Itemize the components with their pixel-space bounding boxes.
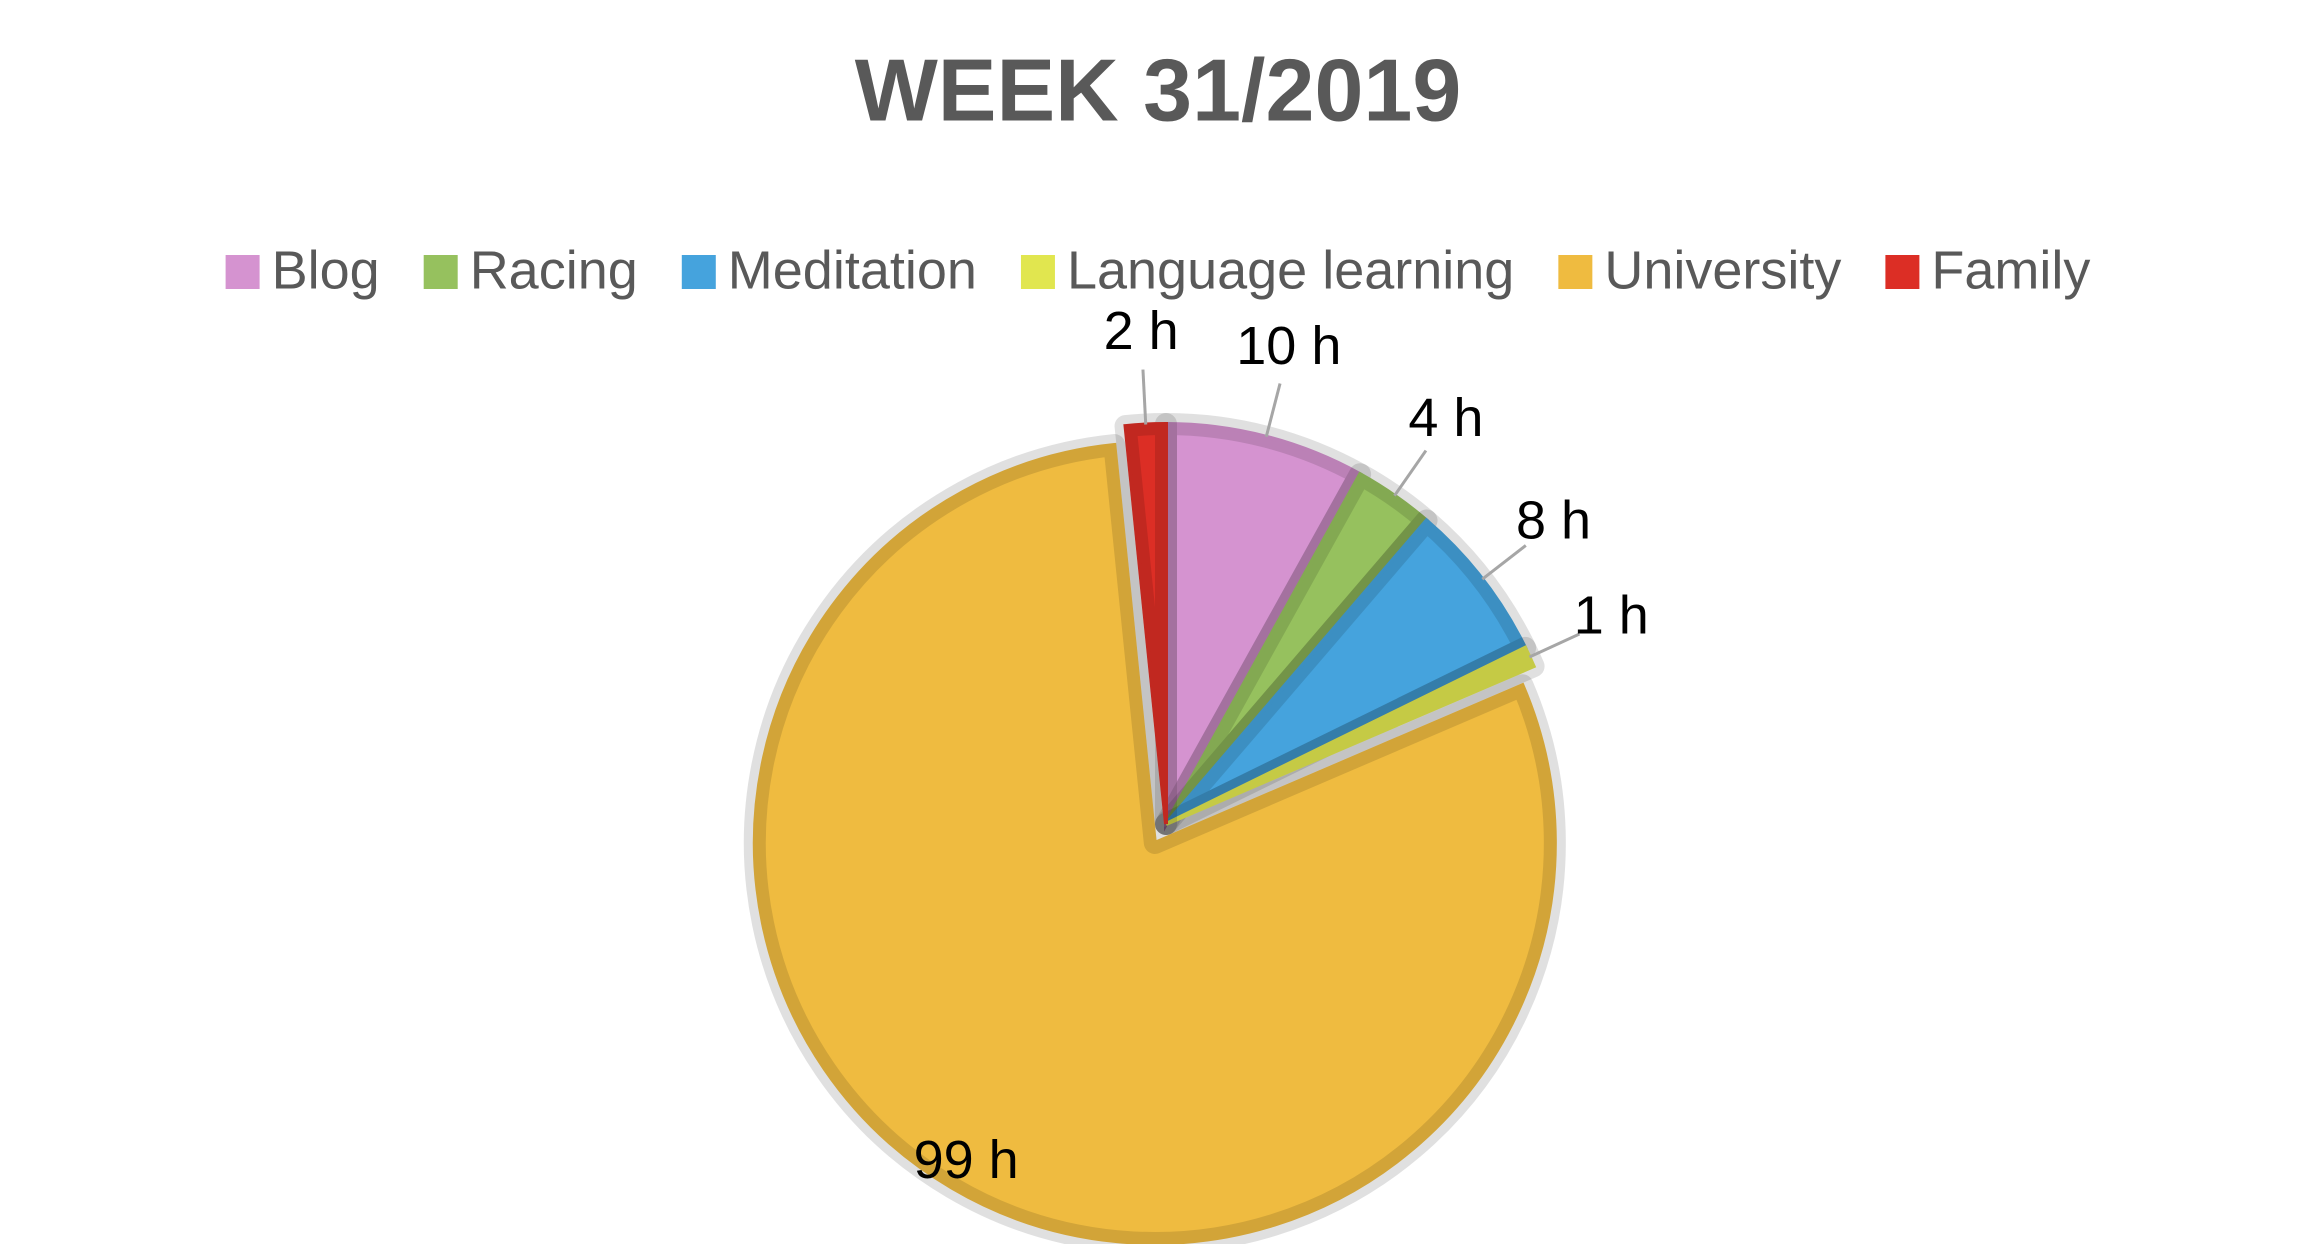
pie-slice — [1164, 517, 1528, 826]
legend-swatch — [423, 255, 458, 289]
pie — [743, 413, 1566, 1244]
legend-swatch — [1885, 255, 1920, 289]
pie-slice — [1164, 421, 1363, 832]
leader-line — [1393, 449, 1428, 497]
legend-swatch — [681, 255, 716, 289]
legend-label: Language learning — [1067, 240, 1514, 300]
leader-line — [1264, 383, 1282, 438]
legend-item: Racing — [423, 240, 638, 300]
legend-swatch — [225, 255, 260, 289]
legend-item: Language learning — [1020, 240, 1514, 300]
data-label: 4 h — [1408, 388, 1483, 448]
data-label: 99 h — [914, 1130, 1019, 1190]
pie-slice — [752, 442, 1557, 1244]
leader-line — [1481, 544, 1527, 581]
legend-label: Family — [1931, 240, 2090, 300]
pie-slice-border — [1155, 509, 1537, 835]
pie-slice — [1165, 645, 1537, 826]
legend-label: Blog — [272, 240, 380, 300]
chart-title: WEEK 31/2019 — [855, 40, 1462, 139]
leader-line — [1141, 369, 1148, 425]
legend-swatch — [1020, 255, 1055, 289]
leader-line — [1528, 632, 1581, 659]
legend-label: Racing — [470, 240, 638, 300]
legend-item: Meditation — [681, 240, 977, 300]
data-label: 1 h — [1574, 586, 1649, 646]
data-label: 2 h — [1104, 301, 1179, 361]
legend-item: Family — [1885, 240, 2090, 300]
pie-slice-border — [1155, 636, 1545, 835]
legend-item: University — [1558, 240, 1841, 300]
pie-slice-border — [743, 434, 1566, 1244]
legend-label: Meditation — [728, 240, 977, 300]
legend-swatch — [1558, 255, 1593, 289]
legend: Blog Racing Meditation Language learning Uni… — [225, 240, 2090, 300]
legend-item: Blog — [225, 240, 380, 300]
pie-slice-border — [1155, 413, 1372, 835]
data-label: 10 h — [1236, 316, 1341, 376]
data-labels: 10 h 4 h 8 h 1 h 99 h 2 h — [914, 301, 1649, 1190]
data-label: 8 h — [1516, 490, 1591, 550]
legend-label: University — [1604, 240, 1841, 300]
